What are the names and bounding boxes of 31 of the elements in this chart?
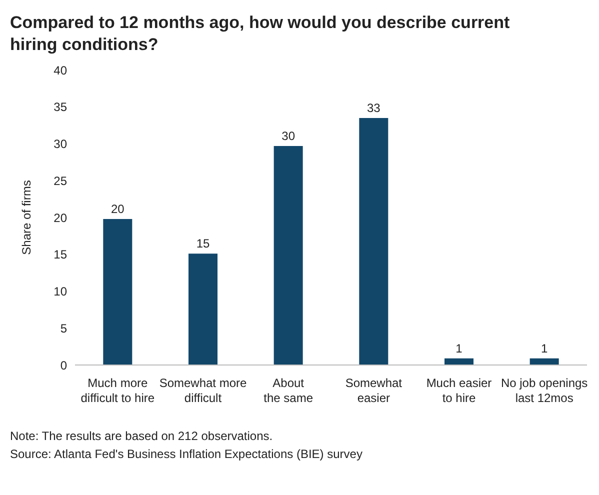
x-tick-label: Somewhat easier <box>345 376 403 405</box>
bar <box>444 358 474 365</box>
y-tick-label: 15 <box>54 248 68 262</box>
y-axis-title: Share of firms <box>19 180 34 255</box>
x-tick-label: Somewhat more difficult <box>159 376 248 405</box>
y-tick-label: 20 <box>54 210 68 225</box>
y-tick-label: 0 <box>60 358 68 372</box>
bar <box>103 218 132 365</box>
x-tick-label: Much more difficult to hire <box>80 376 155 405</box>
source-note: Source: Atlanta Fed's Business Inflation Expectations (BIE) survey <box>10 446 364 463</box>
y-tick-label: 5 <box>60 321 68 336</box>
bar <box>188 254 218 365</box>
chart-title: Compared to 12 months ago, how would you describe current hiring conditions? <box>9 12 511 56</box>
data-label: 30 <box>282 128 296 143</box>
y-tick-label: 35 <box>54 100 68 114</box>
bar <box>274 146 303 365</box>
data-label: 33 <box>366 100 381 115</box>
y-tick-label: 25 <box>54 174 68 188</box>
data-label: 20 <box>110 202 125 216</box>
y-tick-label: 40 <box>54 63 68 78</box>
data-label: 1 <box>456 341 463 356</box>
y-tick-label: 30 <box>54 137 68 152</box>
x-tick-label: No job openings last 12mos <box>500 376 588 405</box>
x-tick-label: Much easier to hire <box>426 376 492 405</box>
data-label: 1 <box>540 341 548 356</box>
x-tick-label: About the same <box>264 376 314 405</box>
bar <box>359 118 388 365</box>
y-tick-label: 10 <box>54 284 68 299</box>
text: Note: The results are based on 212 observations. <box>10 428 274 445</box>
data-label: 15 <box>196 236 210 251</box>
bar <box>530 358 559 365</box>
